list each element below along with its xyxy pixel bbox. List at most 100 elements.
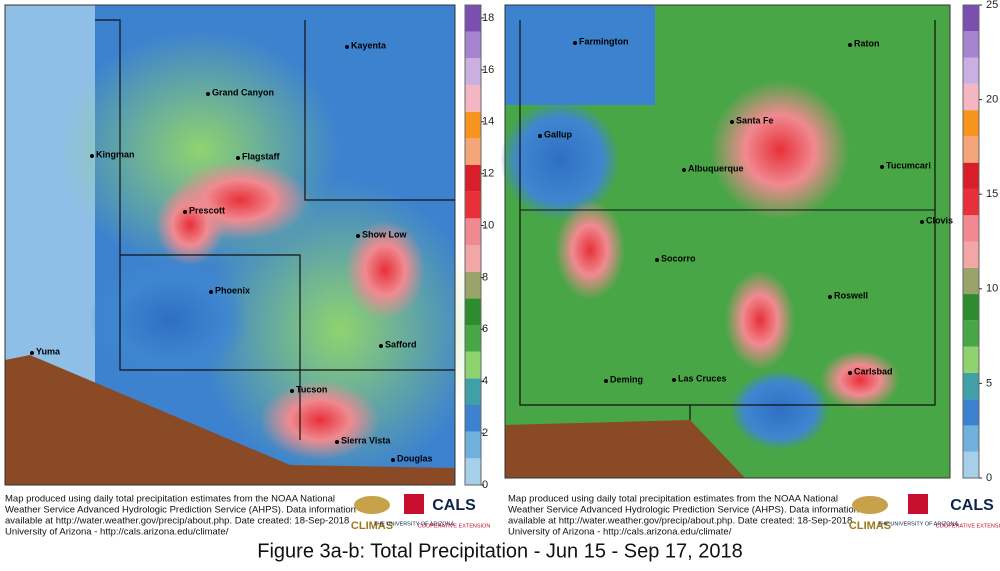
city-label: Raton	[854, 38, 880, 48]
city-dot	[848, 43, 852, 47]
wet-core	[555, 200, 625, 300]
city-dot	[30, 351, 34, 355]
city-label: Show Low	[362, 229, 407, 239]
state-border	[690, 20, 936, 406]
colorbar-step	[465, 405, 481, 432]
city-label: Socorro	[661, 253, 696, 263]
colorbar-tick-label: 0	[482, 479, 488, 491]
colorbar-step	[963, 215, 979, 242]
logo-text: CALS	[950, 497, 994, 514]
credit-line: Map produced using daily total precipita…	[5, 494, 335, 505]
city-label: Flagstaff	[242, 151, 281, 161]
logo-text: THE UNIVERSITY OF ARIZONA	[878, 521, 959, 527]
city-label: Las Cruces	[678, 373, 727, 383]
city-dot	[538, 134, 542, 138]
colorbar-step	[465, 58, 481, 85]
colorbar-tick-label: 4	[482, 375, 488, 387]
colorbar-step	[465, 431, 481, 459]
city-dot	[290, 389, 294, 393]
city-dot	[730, 120, 734, 124]
colorbar-step	[465, 458, 481, 485]
colorbar-step	[963, 136, 979, 163]
map-new-mexico	[500, 4, 951, 479]
state-border	[519, 20, 691, 420]
colorbar-tick-label: 20	[986, 94, 998, 106]
logo-text: COOPERATIVE EXTENSION	[936, 523, 1000, 529]
credit-line: Weather Service Advanced Hydrologic Pred…	[5, 505, 356, 516]
logos-left: CLIMAS THE UNIVERSITY OF ARIZONA CALS CO…	[351, 494, 490, 532]
city-dot	[236, 156, 240, 160]
city-dot	[183, 210, 187, 214]
colorbar-tick-label: 15	[986, 188, 998, 200]
credit-line: University of Arizona - http://cals.ariz…	[5, 527, 229, 538]
colorbar-tick-label: 16	[482, 64, 494, 76]
county-border	[95, 19, 455, 371]
colorbar-step	[465, 245, 481, 272]
ua-icon	[404, 494, 424, 514]
logo-text: CLIMAS	[351, 520, 393, 532]
colorbar-step	[963, 320, 979, 347]
wet-core	[725, 270, 795, 370]
wet-core	[820, 350, 900, 410]
map-frame	[4, 4, 456, 486]
colorbar-step	[465, 85, 481, 112]
colorbar-step	[465, 378, 481, 405]
colorbar-step	[465, 111, 481, 139]
colorbar-step	[963, 31, 979, 58]
colorbar-step	[465, 165, 481, 192]
wet-core	[155, 185, 225, 265]
city-label: Safford	[385, 339, 417, 349]
dry-core	[90, 260, 250, 380]
colorbar-step	[963, 346, 979, 373]
map-arizona	[4, 4, 480, 486]
city-label: Yuma	[36, 346, 61, 356]
colorbar-frame	[464, 4, 482, 486]
city-dot	[682, 168, 686, 172]
colorbar-step	[963, 451, 979, 478]
logos-right: CLIMAS THE UNIVERSITY OF ARIZONA CALS CO…	[849, 494, 1000, 532]
city-dot	[880, 165, 884, 169]
dry-core	[730, 370, 830, 450]
colorbar-step	[963, 241, 979, 268]
city-dot	[379, 344, 383, 348]
city-dot	[335, 440, 339, 444]
city-label: Prescott	[189, 205, 225, 215]
colorbar-step	[465, 298, 481, 325]
colorbar-tick-label: 6	[482, 323, 488, 335]
city-dot	[90, 154, 94, 158]
credit-line: available at http://water.weather.gov/pr…	[5, 516, 349, 527]
wet-core	[345, 220, 425, 320]
ua-icon	[908, 494, 928, 514]
county-border	[120, 254, 301, 440]
colorbar-tick-label: 0	[986, 472, 992, 484]
city-dot	[391, 458, 395, 462]
colorbar-tick-label: 25	[986, 0, 998, 11]
city-label: Phoenix	[215, 285, 250, 295]
city-label: Clovis	[926, 215, 953, 225]
mexico	[505, 420, 745, 478]
city-dot	[356, 234, 360, 238]
climas-icon	[354, 496, 390, 514]
colorbar-step	[465, 138, 481, 165]
colorbar-step	[465, 5, 481, 32]
credit-line: Map produced using daily total precipita…	[508, 494, 838, 505]
colorbar-tick-label: 2	[482, 427, 488, 439]
county-border	[304, 20, 455, 201]
city-dot	[848, 371, 852, 375]
city-dot	[920, 220, 924, 224]
colorbar-step	[963, 267, 979, 295]
credit-line: available at http://water.weather.gov/pr…	[508, 516, 852, 527]
colorbar-step	[963, 57, 979, 84]
city-dot	[209, 290, 213, 294]
colorbar-step	[465, 31, 481, 59]
credit-line: University of Arizona - http://cals.ariz…	[508, 527, 732, 538]
credit-line: Weather Service Advanced Hydrologic Pred…	[508, 505, 859, 516]
colorbar-step	[963, 425, 979, 452]
city-label: Gallup	[544, 129, 573, 139]
city-dot	[206, 92, 210, 96]
colorbar-tick-label: 12	[482, 168, 494, 180]
city-label: Carlsbad	[854, 366, 893, 376]
colorbar-step	[963, 83, 979, 111]
